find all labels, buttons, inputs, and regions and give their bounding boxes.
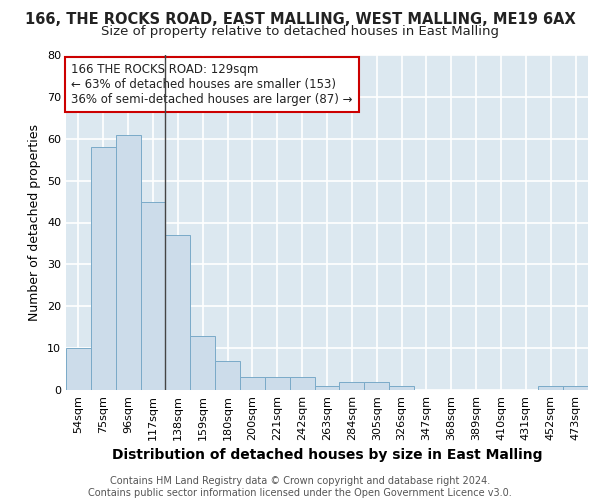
Bar [215, 360, 240, 390]
Bar [66, 348, 91, 390]
Bar [563, 386, 588, 390]
Bar [91, 147, 116, 390]
Bar [538, 386, 563, 390]
Bar [364, 382, 389, 390]
Bar [389, 386, 414, 390]
Bar [166, 235, 190, 390]
Y-axis label: Number of detached properties: Number of detached properties [28, 124, 41, 321]
Bar [116, 134, 140, 390]
X-axis label: Distribution of detached houses by size in East Malling: Distribution of detached houses by size … [112, 448, 542, 462]
Text: Size of property relative to detached houses in East Malling: Size of property relative to detached ho… [101, 25, 499, 38]
Bar [140, 202, 166, 390]
Text: 166 THE ROCKS ROAD: 129sqm
← 63% of detached houses are smaller (153)
36% of sem: 166 THE ROCKS ROAD: 129sqm ← 63% of deta… [71, 64, 353, 106]
Text: 166, THE ROCKS ROAD, EAST MALLING, WEST MALLING, ME19 6AX: 166, THE ROCKS ROAD, EAST MALLING, WEST … [25, 12, 575, 28]
Bar [240, 378, 265, 390]
Bar [340, 382, 364, 390]
Bar [265, 378, 290, 390]
Bar [314, 386, 340, 390]
Bar [290, 378, 314, 390]
Bar [190, 336, 215, 390]
Text: Contains HM Land Registry data © Crown copyright and database right 2024.
Contai: Contains HM Land Registry data © Crown c… [88, 476, 512, 498]
